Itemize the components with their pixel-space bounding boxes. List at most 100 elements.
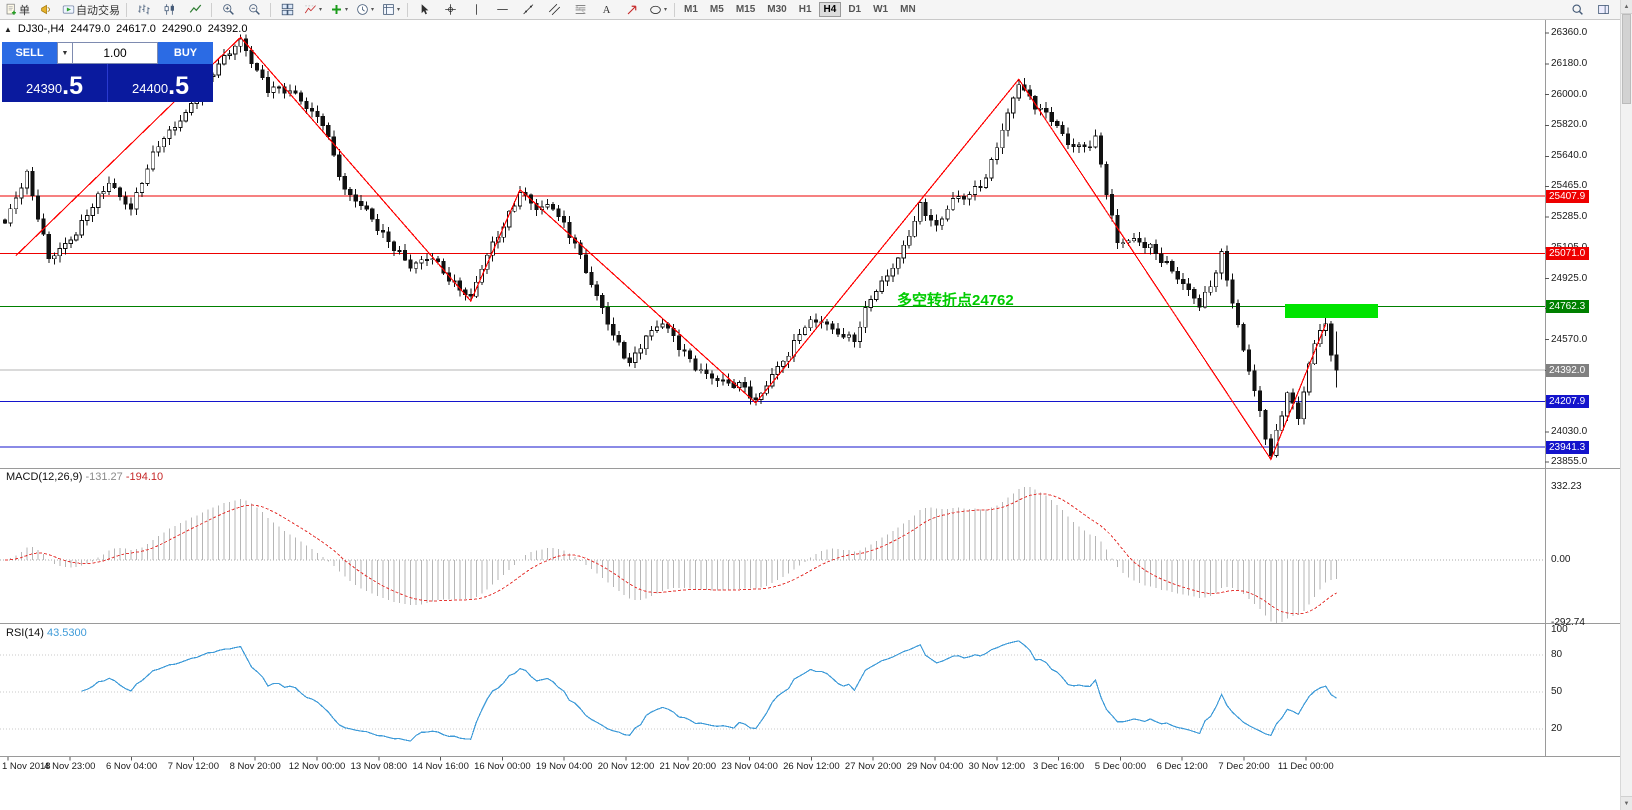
rsi-name: RSI(14) (6, 627, 44, 639)
text-tool-button[interactable]: A (593, 0, 619, 20)
time-label: 11 Dec 00:00 (1277, 761, 1334, 772)
channel-icon (548, 3, 561, 16)
chevron-down-icon[interactable]: ▾ (663, 7, 667, 13)
time-label: 13 Nov 08:00 (350, 761, 408, 772)
volume-stepper[interactable]: ▼ (57, 42, 73, 64)
zoom-in-icon (222, 3, 235, 16)
chart-bars-button[interactable] (130, 0, 156, 20)
timeframe-h1-button[interactable]: H1 (798, 4, 812, 15)
chart-title: ▲ DJ30-,H4 24479.0 24617.0 24290.0 24392… (4, 23, 247, 35)
crosshair-button[interactable] (437, 0, 463, 20)
zoom-in-button[interactable] (215, 0, 241, 20)
chevron-down-icon: ▼ (61, 49, 69, 57)
chevron-down-icon[interactable]: ▾ (318, 7, 322, 13)
tile-windows-button[interactable] (274, 0, 300, 20)
periods-button[interactable]: ▾ (352, 0, 378, 20)
search-button[interactable] (1564, 0, 1590, 20)
timeframe-m15-button[interactable]: M15 (735, 4, 756, 15)
time-label: 23 Nov 04:00 (721, 761, 778, 772)
horn-button[interactable] (33, 0, 59, 20)
price-axis: 26360.0 26180.0 26000.0 25820.0 25640.0 25465… (1546, 0, 1620, 810)
macd-axis-label: 332.23 (1551, 481, 1582, 492)
search-icon (1571, 3, 1584, 16)
chart-line-button[interactable] (182, 0, 208, 20)
autotrade-button[interactable]: 自动交易 (59, 0, 123, 20)
current-price-badge: 24392.0 (1546, 363, 1590, 377)
macd-axis-label: 0.00 (1551, 553, 1571, 565)
crosshair-icon (444, 3, 457, 16)
time-label: 29 Nov 04:00 (906, 761, 964, 772)
scroll-up-button[interactable]: ▲ (1621, 0, 1632, 14)
scrollbar-thumb[interactable] (1622, 14, 1631, 104)
fibonacci-button[interactable] (567, 0, 593, 20)
price-level-badge: 25407.9 (1546, 189, 1590, 203)
timeframe-m1-button[interactable]: M1 (684, 4, 698, 15)
price-level-badge: 25071.0 (1546, 247, 1590, 261)
panel-button[interactable] (1590, 0, 1616, 20)
time-axis: 1 Nov 2018 4 Nov 23:00 6 Nov 04:00 7 Nov 12… (0, 757, 1545, 779)
channel-button[interactable] (541, 0, 567, 20)
chart-bars-icon (137, 3, 150, 16)
highlight-rectangle[interactable] (1285, 303, 1378, 318)
timeframe-m30-button[interactable]: M30 (767, 4, 787, 15)
chevron-down-icon[interactable]: ▾ (344, 7, 348, 13)
time-label: 14 Nov 16:00 (412, 761, 469, 772)
rsi-axis-label: 80 (1551, 648, 1563, 660)
price-tick-label: 26180.0 (1551, 57, 1588, 69)
timeframe-d1-button[interactable]: D1 (848, 4, 862, 15)
time-label: 16 Nov 00:00 (474, 761, 531, 772)
timeframe-mn-button[interactable]: MN (900, 4, 916, 15)
indicators-button[interactable]: ▾ (300, 0, 326, 20)
one-click-panel-toggle-icon[interactable]: ▲ (4, 24, 12, 34)
vline-button[interactable] (463, 0, 489, 20)
low-value: 24290.0 (161, 23, 202, 35)
templates-button[interactable]: ▾ (378, 0, 404, 20)
scroll-down-button[interactable]: ▼ (1621, 796, 1632, 810)
chart-candles-button[interactable] (156, 0, 182, 20)
text-tool-icon: A (600, 3, 613, 16)
vertical-scrollbar[interactable]: ▲ ▼ (1620, 0, 1632, 810)
rsi-value: 43.5300 (46, 627, 87, 639)
chevron-down-icon[interactable]: ▾ (370, 7, 374, 13)
time-label: 6 Dec 12:00 (1156, 761, 1208, 772)
rsi-label: RSI(14) 43.5300 (6, 627, 87, 639)
price-tick-label: 25285.0 (1551, 211, 1588, 223)
time-label: 26 Nov 12:00 (783, 761, 840, 772)
trendline-button[interactable] (515, 0, 541, 20)
volume-input[interactable]: 1.00 (73, 42, 158, 64)
rsi-axis-label: 50 (1551, 686, 1563, 697)
shapes-icon (649, 3, 662, 16)
new-order-button[interactable]: 单 (2, 0, 33, 20)
sell-price[interactable]: 24390.5 (25, 72, 83, 100)
cursor-button[interactable] (411, 0, 437, 20)
templates-icon (382, 3, 395, 16)
high-value: 24617.0 (116, 23, 156, 35)
sell-button[interactable]: SELL (2, 42, 57, 64)
buy-price[interactable]: 24400.5 (107, 64, 213, 102)
timeframe-h4-button[interactable]: H4 (818, 2, 842, 17)
price-tick-label: 25465.0 (1551, 180, 1588, 192)
zoom-out-button[interactable] (241, 0, 267, 20)
shapes-button[interactable]: ▾ (645, 0, 671, 20)
hline-button[interactable] (489, 0, 515, 20)
timeframe-w1-button[interactable]: W1 (873, 4, 889, 15)
macd-axis-label: -292.74 (1551, 616, 1585, 628)
toolbar: 单 自动交易 ▾ ▾ ▾ ▾ A ▾ M1 M5 M15 M30 H1 H4 D1 W1 MN (0, 0, 1632, 20)
zigzag-trendlines[interactable] (15, 36, 1327, 461)
macd-signal-value: -194.10 (125, 471, 164, 483)
chevron-down-icon[interactable]: ▾ (396, 7, 400, 13)
timeframe-m5-button[interactable]: M5 (709, 4, 724, 15)
toolbar-separator (211, 2, 212, 17)
buy-button[interactable]: BUY (158, 42, 213, 64)
time-label: 21 Nov 20:00 (659, 761, 717, 772)
time-label: 12 Nov 00:00 (288, 761, 346, 772)
price-tick-label: 23855.0 (1551, 455, 1588, 467)
symbol-period-label: DJ30-,H4 (17, 23, 65, 35)
arrow-tool-button[interactable] (619, 0, 645, 20)
svg-text:A: A (602, 5, 610, 16)
chart-annotation[interactable]: 多空转折点24762 (897, 292, 1014, 309)
rsi-axis-label: 20 (1551, 723, 1563, 735)
vline-icon (470, 3, 483, 16)
add-indicator-button[interactable]: ▾ (326, 0, 352, 20)
